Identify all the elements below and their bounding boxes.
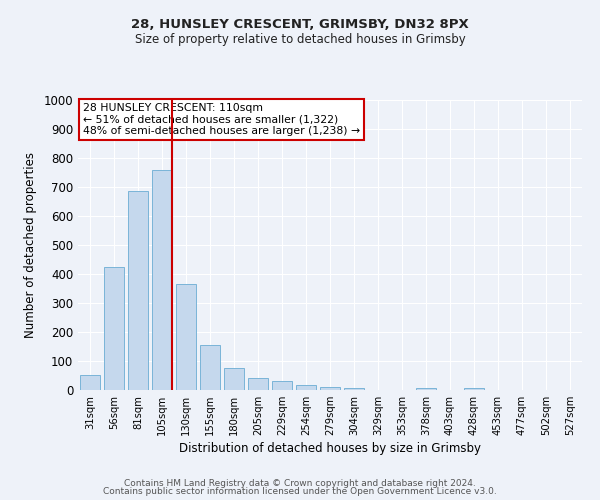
Bar (248, 378, 268, 390)
Bar (296, 385, 316, 390)
Text: Size of property relative to detached houses in Grimsby: Size of property relative to detached ho… (134, 32, 466, 46)
Text: Contains HM Land Registry data © Crown copyright and database right 2024.: Contains HM Land Registry data © Crown c… (124, 478, 476, 488)
Bar (416, 388, 436, 390)
Bar (464, 388, 484, 390)
X-axis label: Distribution of detached houses by size in Grimsby: Distribution of detached houses by size … (179, 442, 481, 455)
Bar (128, 192, 148, 390)
Bar (152, 170, 172, 390)
Text: Contains public sector information licensed under the Open Government Licence v3: Contains public sector information licen… (103, 487, 497, 496)
Bar (224, 368, 244, 390)
Bar (272, 382, 292, 390)
Bar (344, 388, 364, 390)
Bar (80, 375, 100, 390)
Bar (104, 267, 124, 390)
Bar (200, 345, 220, 390)
Text: 28 HUNSLEY CRESCENT: 110sqm
← 51% of detached houses are smaller (1,322)
48% of : 28 HUNSLEY CRESCENT: 110sqm ← 51% of det… (83, 103, 360, 136)
Bar (176, 284, 196, 390)
Bar (320, 387, 340, 390)
Text: 28, HUNSLEY CRESCENT, GRIMSBY, DN32 8PX: 28, HUNSLEY CRESCENT, GRIMSBY, DN32 8PX (131, 18, 469, 30)
Y-axis label: Number of detached properties: Number of detached properties (23, 152, 37, 338)
